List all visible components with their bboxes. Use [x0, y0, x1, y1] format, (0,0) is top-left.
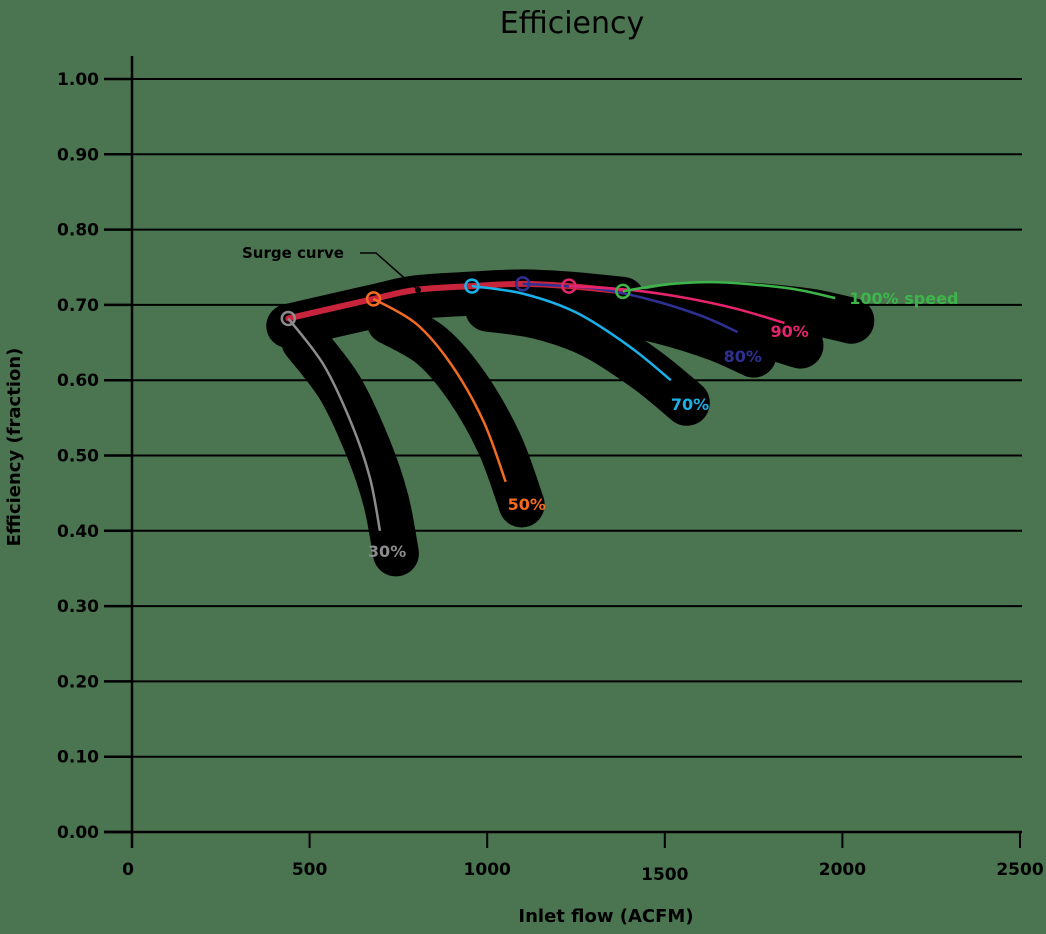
y-tick-label: 0.10 — [57, 748, 99, 768]
curve-shadows — [266, 269, 875, 577]
surge-point-marker — [561, 278, 577, 294]
series-label: 80% — [724, 347, 762, 366]
speed-curve-50 — [372, 297, 507, 483]
speed-curve-90 — [568, 284, 785, 325]
surge-point-marker — [464, 278, 480, 294]
shadow — [615, 281, 875, 344]
surge-point-marker — [514, 276, 531, 292]
y-tick-label: 0.70 — [57, 296, 99, 316]
speed-curve-100 — [622, 280, 836, 300]
x-tick-label: 0 — [122, 860, 134, 880]
x-tick-label: 2000 — [819, 860, 866, 880]
y-tick-label: 0.50 — [57, 447, 99, 467]
chart-title: Efficiency — [500, 6, 645, 41]
speed-curves — [280, 276, 836, 532]
speed-curve-70 — [471, 284, 672, 382]
series-label: 90% — [771, 322, 809, 341]
y-tick-label: 1.00 — [57, 70, 99, 90]
surge-point-marker — [365, 291, 382, 307]
shadow — [366, 298, 545, 528]
surge-point-marker — [280, 310, 297, 327]
x-axis-ticks: 0 500 1000 1500 2000 2500 — [122, 832, 1044, 885]
x-tick-label: 500 — [292, 860, 328, 880]
surge-point-marker — [615, 283, 631, 300]
speed-curve-80 — [522, 282, 739, 334]
y-tick-label: 0.60 — [57, 371, 99, 391]
series-label: 70% — [671, 395, 709, 414]
y-tick-label: 0.30 — [57, 597, 99, 617]
gridlines — [132, 78, 1022, 758]
series-labels: 30% 50% 70% 80% 90% 100% speed — [368, 289, 959, 561]
series-label: 100% speed — [849, 289, 958, 308]
y-tick-label: 0.20 — [57, 672, 99, 692]
y-axis-label: Efficiency (fraction) — [4, 348, 25, 547]
y-tick-label: 0.40 — [57, 522, 99, 542]
surge-curve-annotation: Surge curve — [242, 244, 421, 293]
surge-curve-label: Surge curve — [242, 244, 344, 262]
shadow — [281, 318, 419, 577]
y-tick-label: 0.90 — [57, 145, 99, 165]
speed-curve-30 — [287, 317, 382, 532]
series-label: 50% — [508, 495, 546, 514]
y-tick-label: 0.00 — [57, 823, 99, 843]
series-label: 30% — [368, 542, 406, 561]
y-axis-ticks: 0.00 0.10 0.20 0.30 0.40 0.50 0.60 0.70 0.80 0.90… — [57, 70, 132, 843]
x-tick-label: 1500 — [641, 865, 688, 885]
y-tick-label: 0.80 — [57, 221, 99, 241]
annotation-dot — [415, 287, 421, 293]
x-axis-label: Inlet flow (ACFM) — [518, 906, 693, 927]
x-tick-label: 2500 — [996, 860, 1043, 880]
annotation-leader-line — [360, 252, 419, 291]
x-tick-label: 1000 — [464, 860, 511, 880]
